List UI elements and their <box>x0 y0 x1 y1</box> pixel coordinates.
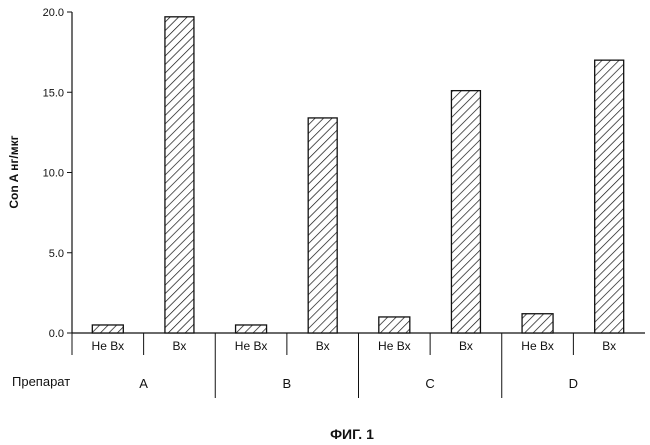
bar-d-ne-vkh <box>521 313 554 334</box>
y-axis-label: Con A нг/мкг <box>7 135 21 208</box>
y-tick-label: 10.0 <box>43 168 64 180</box>
figure-caption: ФИГ. 1 <box>330 426 374 442</box>
category-label: Не Вх <box>235 339 268 353</box>
category-label: Вх <box>459 339 473 353</box>
bar-a-vkh <box>164 16 195 334</box>
bar-b-ne-vkh <box>234 324 268 334</box>
y-tick-label: 20.0 <box>43 7 64 19</box>
y-tick-label: 5.0 <box>49 248 64 260</box>
y-tick-label: 15.0 <box>43 87 64 99</box>
group-label-c: C <box>425 376 434 391</box>
y-tick-label: 0.0 <box>49 328 64 340</box>
category-label: Не Вх <box>92 339 125 353</box>
category-label: Не Вх <box>521 339 554 353</box>
group-label-d: D <box>569 376 578 391</box>
group-labels: A B C D <box>139 355 578 398</box>
bar-a-ne-vkh <box>91 324 124 334</box>
group-axis-label: Препарат <box>12 374 70 389</box>
bar-b-vkh <box>307 117 338 334</box>
category-label: Вх <box>173 339 187 353</box>
category-labels: Не Вх Вх Не Вх Вх Не Вх Вх Не Вх Вх <box>71 333 616 355</box>
bar-c-ne-vkh <box>378 316 411 334</box>
category-label: Не Вх <box>378 339 411 353</box>
bar-d-vkh <box>594 59 625 334</box>
bar-c-vkh <box>450 89 482 334</box>
bars <box>91 16 625 334</box>
category-label: Вх <box>602 339 616 353</box>
axes <box>71 12 645 334</box>
y-ticks: 0.0 5.0 10.0 15.0 20.0 <box>43 7 72 340</box>
group-label-a: A <box>139 376 148 391</box>
category-label: Вх <box>316 339 330 353</box>
group-label-b: B <box>283 376 292 391</box>
